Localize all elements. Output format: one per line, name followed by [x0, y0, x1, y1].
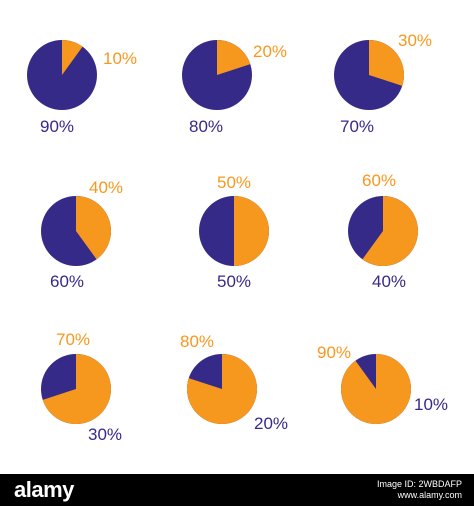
pie-slice-orange — [42, 354, 111, 424]
site-url-text: www.alamy.com — [397, 490, 462, 500]
alamy-logo: alamy — [14, 477, 74, 502]
pie-slice-orange — [234, 196, 269, 266]
pie-chart-9: 90% 10% — [317, 343, 448, 424]
pie-label-navy: 50% — [217, 272, 251, 291]
pie-label-navy: 30% — [88, 425, 122, 444]
pie-label-orange: 30% — [398, 31, 432, 50]
pie-slice-orange — [362, 196, 418, 267]
pie-chart-1: 10% 90% — [27, 40, 137, 136]
pie-chart-3: 30% 70% — [334, 31, 432, 136]
pie-chart-4: 40% 60% — [41, 178, 123, 291]
pie-label-navy: 80% — [189, 117, 223, 136]
pie-label-navy: 20% — [254, 414, 288, 433]
pie-chart-8: 80% 20% — [180, 332, 288, 433]
pie-label-orange: 80% — [180, 332, 214, 351]
pie-label-orange: 20% — [253, 42, 287, 61]
pie-chart-6: 60% 40% — [348, 171, 418, 291]
pie-slice-orange — [62, 40, 83, 75]
pie-label-navy: 70% — [340, 117, 374, 136]
pie-label-orange: 70% — [56, 330, 90, 349]
footer-caption: Image ID: 2WBDAFP www.alamy.com — [377, 479, 462, 501]
pie-label-orange: 60% — [362, 171, 396, 190]
pie-slice-orange — [369, 40, 405, 86]
pie-chart-grid: 10%90%20%80%30%70%40%60%50%50%60%40%70%3… — [27, 31, 448, 444]
pie-label-navy: 60% — [50, 272, 84, 291]
pie-label-orange: 40% — [89, 178, 123, 197]
pie-chart-5: 50% 50% — [199, 173, 269, 291]
pie-slice-orange — [340, 354, 411, 424]
pie-label-navy: 90% — [40, 117, 74, 136]
pie-chart-2: 20% 80% — [182, 40, 287, 136]
image-id-text: Image ID: 2WBDAFP — [376, 479, 462, 489]
pie-label-orange: 50% — [217, 173, 251, 192]
pie-label-orange: 10% — [103, 49, 137, 68]
pie-slice-orange — [76, 196, 112, 260]
pie-label-navy: 40% — [372, 272, 406, 291]
pie-slice-orange — [186, 354, 257, 424]
watermark-footer: alamy Image ID: 2WBDAFP www.alamy.com — [0, 474, 474, 506]
pie-label-navy: 10% — [414, 395, 448, 414]
pie-slice-orange — [217, 40, 251, 75]
pie-label-orange: 90% — [317, 343, 351, 362]
pie-chart-7: 70% 30% — [41, 330, 122, 444]
